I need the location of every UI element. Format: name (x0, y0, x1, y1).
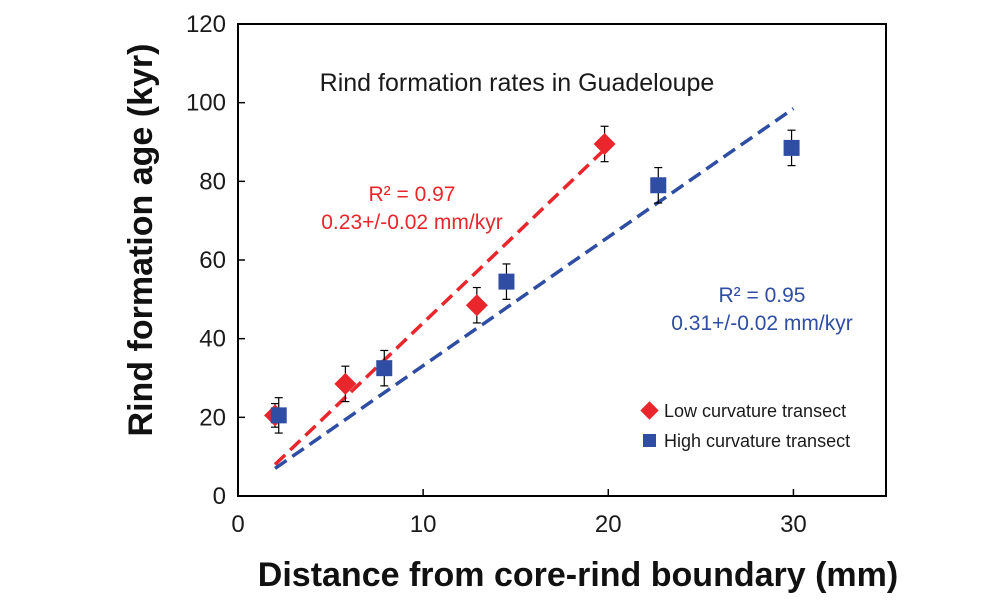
data-point-square (376, 360, 393, 377)
y-tick-label: 40 (199, 326, 226, 353)
data-point-square (783, 139, 800, 156)
data-point-square (498, 273, 515, 290)
x-tick-label: 20 (595, 511, 622, 538)
data-point-diamond (593, 132, 616, 155)
data-points (264, 132, 800, 427)
y-tick-label: 20 (199, 404, 226, 431)
legend-marker-low-curvature (640, 401, 659, 420)
data-point-square (650, 177, 667, 194)
y-tick-label: 0 (213, 483, 226, 510)
low-curvature-r2: R² = 0.97 (369, 183, 456, 206)
trend-lines (273, 107, 795, 470)
x-axis-label: Distance from core-rind boundary (mm) (258, 556, 898, 594)
data-point-diamond (334, 372, 357, 395)
high-curvature-rate: 0.31+/-0.02 mm/kyr (671, 312, 852, 335)
legend: Low curvature transect High curvature tr… (640, 401, 850, 451)
y-axis-label: Rind formation age (kyr) (122, 44, 160, 437)
chart-title: Rind formation rates in Guadeloupe (320, 69, 715, 97)
data-point-square (270, 407, 287, 424)
legend-marker-high-curvature (643, 434, 656, 447)
legend-label-high-curvature: High curvature transect (664, 431, 850, 451)
low-curvature-rate: 0.23+/-0.02 mm/kyr (321, 211, 502, 234)
legend-label-low-curvature: Low curvature transect (664, 401, 846, 421)
trend-line (274, 107, 795, 470)
trend-line (273, 144, 610, 466)
x-tick-label: 10 (410, 511, 437, 538)
y-tick-label: 80 (199, 168, 226, 195)
y-tick-label: 60 (199, 247, 226, 274)
x-tick-label: 0 (231, 511, 244, 538)
high-curvature-r2: R² = 0.95 (719, 284, 806, 307)
data-point-diamond (465, 294, 488, 317)
x-tick-label: 30 (780, 511, 807, 538)
y-tick-label: 100 (186, 90, 226, 117)
axis-ticks: 0 10 20 30 0 20 40 60 80 100 120 (186, 11, 807, 538)
y-tick-label: 120 (186, 11, 226, 38)
